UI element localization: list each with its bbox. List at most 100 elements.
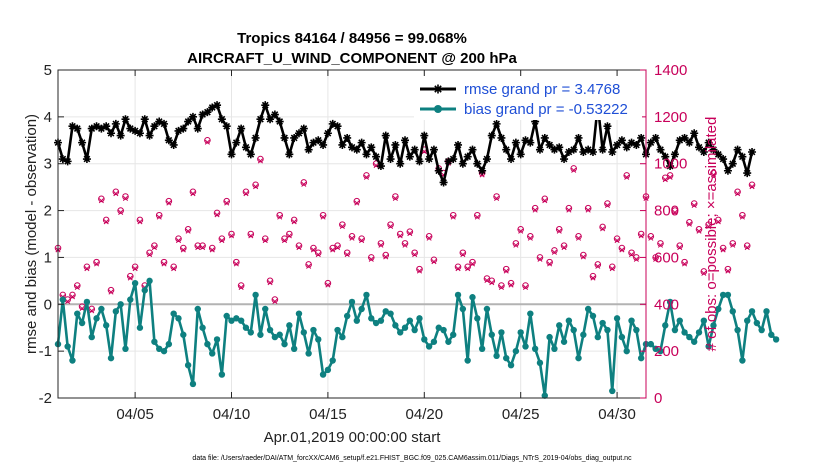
rmse-point-shape — [497, 133, 506, 142]
bias-point — [180, 331, 187, 338]
obs-possible-marker — [681, 258, 688, 266]
bias-point — [271, 333, 279, 341]
x-axis: 04/05 04/10 04/15 04/20 04/25 04/30 — [116, 70, 636, 423]
rmse-point — [425, 155, 434, 164]
legend-label-bias: bias grand pr = -0.53222 — [464, 101, 628, 118]
rmse-point-shape — [126, 124, 135, 133]
rmse-point-shape — [613, 140, 622, 149]
bias-point — [628, 317, 635, 324]
obs-possible-marker — [247, 230, 255, 238]
obs-possible-marker — [396, 230, 404, 238]
rmse-point-shape — [299, 124, 308, 133]
obs-assimilated-marker — [383, 254, 389, 260]
obs-assimilated-marker — [296, 245, 302, 251]
obs-possible-marker — [406, 228, 414, 235]
rmse-point-shape — [314, 136, 323, 145]
rmse-point-shape — [723, 166, 732, 175]
obs-possible-marker — [281, 235, 288, 242]
rmse-point-shape — [367, 143, 376, 152]
rmse-point-shape — [87, 124, 96, 133]
y2-tick-label: 1200 — [654, 109, 687, 126]
obs-assimilated-marker — [243, 191, 249, 197]
bias-point — [565, 317, 573, 324]
obs-possible-marker — [266, 277, 274, 285]
rmse-point — [540, 133, 549, 142]
rmse-point — [372, 152, 381, 161]
bias-point — [478, 345, 486, 352]
rmse-point-shape — [107, 129, 116, 138]
obs-assimilated-marker — [595, 263, 601, 269]
rmse-point-shape — [415, 157, 424, 166]
bias-point — [724, 291, 732, 299]
rmse-point-shape — [372, 152, 381, 161]
bias-point — [758, 326, 765, 334]
obs-possible-marker — [401, 240, 409, 247]
bias-point — [541, 392, 548, 399]
rmse-point — [73, 124, 82, 133]
obs-assimilated-marker — [551, 249, 557, 255]
obs-assimilated-marker — [667, 174, 673, 180]
obs-possible-marker — [151, 242, 158, 250]
bias-point — [213, 336, 221, 343]
bias-point — [194, 305, 201, 313]
obs-assimilated-marker — [224, 200, 230, 206]
obs-possible-marker — [131, 263, 139, 271]
rmse-point-shape — [405, 152, 414, 161]
bias-point — [560, 338, 568, 345]
obs-assimilated-marker — [301, 181, 307, 187]
obs-possible-marker — [425, 233, 433, 240]
obs-assimilated-marker — [532, 207, 538, 213]
y-axis-label: rmse and bias (model - observation) — [23, 114, 40, 354]
bias-point — [315, 336, 322, 343]
rmse-point-shape — [169, 140, 178, 149]
obs-assimilated-marker — [566, 207, 572, 213]
rmse-point — [222, 122, 231, 131]
rmse-point-shape — [150, 122, 159, 131]
obs-assimilated-marker — [527, 235, 533, 241]
bias-point — [290, 345, 298, 352]
bias-point — [141, 287, 148, 294]
obs-assimilated-marker — [648, 235, 654, 241]
rmse-point — [275, 117, 284, 126]
obs-possible-marker — [551, 247, 558, 254]
obs-possible-marker — [189, 188, 197, 196]
rmse-point-shape — [719, 155, 728, 164]
obs-possible-marker — [165, 197, 173, 205]
obs-possible-marker — [714, 216, 722, 224]
bias-point — [531, 345, 539, 352]
bias-point — [425, 343, 433, 350]
obs-assimilated-marker — [151, 245, 157, 251]
obs-assimilated-marker — [744, 245, 750, 251]
obs-possible-marker — [126, 272, 134, 280]
bias-point — [662, 322, 669, 329]
rmse-point-shape — [429, 145, 438, 154]
rmse-point — [169, 140, 178, 149]
rmse-point-shape — [241, 143, 250, 152]
obs-possible-marker — [594, 261, 602, 268]
obs-possible-marker — [252, 181, 259, 189]
bias-point — [469, 294, 476, 301]
y-tick-label: 2 — [44, 203, 52, 220]
bias-point — [406, 317, 414, 324]
rmse-point — [454, 140, 463, 149]
obs-assimilated-marker — [450, 214, 456, 220]
obs-possible-marker — [271, 296, 279, 303]
obs-possible-marker — [392, 193, 399, 200]
data-file-footer: data file: /Users/raeder/DAI/ATM_forcXX/… — [192, 455, 632, 462]
rmse-point-shape — [160, 119, 169, 128]
obs-possible-marker — [695, 226, 703, 233]
rmse-point — [376, 162, 385, 171]
obs-possible-marker — [498, 282, 505, 289]
rmse-point — [608, 148, 617, 156]
obs-possible-marker — [474, 211, 481, 219]
bias-point — [218, 371, 226, 378]
rmse-point — [251, 133, 260, 142]
rmse-point-shape — [579, 148, 588, 156]
bias-point — [700, 317, 708, 324]
obs-possible-marker — [175, 235, 182, 242]
obs-possible-marker — [208, 244, 216, 252]
bias-point — [368, 315, 375, 322]
rmse-point — [237, 124, 246, 133]
obs-possible-marker — [276, 211, 284, 219]
rmse-point — [232, 138, 241, 147]
